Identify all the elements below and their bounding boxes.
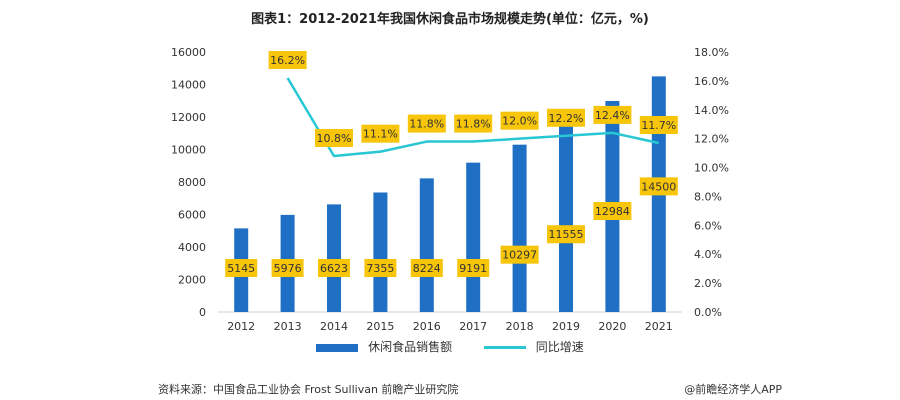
right-tick-label: 4.0% — [694, 248, 722, 261]
bar-label-box — [271, 259, 304, 277]
line-label: 12.2% — [549, 112, 584, 125]
chart-title: 图表1：2012-2021年我国休闲食品市场规模走势(单位：亿元，%) — [251, 12, 649, 27]
left-tick-label: 14000 — [171, 79, 206, 92]
line-label-box — [454, 114, 493, 133]
x-tick-label: 2017 — [459, 320, 487, 333]
right-tick-label: 6.0% — [694, 219, 722, 232]
right-tick-label: 10.0% — [694, 162, 729, 175]
legend-item-bar: 休闲食品销售额 — [316, 338, 452, 355]
bar — [466, 162, 481, 312]
line-label-box — [593, 105, 632, 124]
x-tick-label: 2018 — [506, 320, 534, 333]
x-axis: 2012 2013 2014 2015 2016 2017 2018 2019 2020 2021 — [218, 311, 682, 333]
bar-label: 12984 — [595, 205, 630, 218]
legend-line-label: 同比增速 — [535, 340, 584, 354]
x-tick-label: 2020 — [598, 320, 626, 333]
bar-label: 5145 — [227, 262, 255, 275]
bar-label-box — [318, 259, 350, 277]
bar-label: 5976 — [274, 262, 302, 275]
left-axis: 0 2000 4000 6000 8000 10000 12000 14000 16000 — [171, 46, 206, 319]
bar — [559, 124, 573, 312]
bar-label-box — [500, 245, 539, 264]
bar-label-box — [410, 259, 443, 277]
right-tick-label: 8.0% — [694, 190, 722, 203]
x-tick-label: 2013 — [274, 320, 302, 333]
bar-label: 9191 — [459, 262, 487, 275]
bar-label: 7355 — [366, 262, 394, 275]
bar-label: 14500 — [641, 180, 676, 193]
line-label-box — [407, 114, 446, 133]
right-tick-label: 0.0% — [694, 306, 722, 319]
x-tick-label: 2014 — [320, 320, 348, 333]
left-tick-label: 2000 — [178, 274, 206, 287]
x-tick-label: 2012 — [227, 320, 255, 333]
legend-line-swatch — [483, 346, 526, 349]
legend-bar-swatch — [316, 343, 359, 352]
left-tick-label: 16000 — [171, 46, 206, 59]
line-label: 11.7% — [641, 119, 676, 132]
line-label-box — [639, 116, 678, 134]
bar-label: 8224 — [413, 262, 441, 275]
right-tick-label: 2.0% — [694, 277, 722, 290]
bar-label: 6623 — [320, 262, 348, 275]
x-tick-label: 2019 — [552, 320, 580, 333]
x-tick-label: 2016 — [413, 320, 441, 333]
bar-label-box — [639, 177, 678, 196]
x-tick-label: 2021 — [645, 320, 673, 333]
bar — [512, 144, 527, 312]
credit-note: @前瞻经济学人APP — [684, 383, 782, 396]
left-tick-label: 8000 — [178, 176, 206, 189]
line-label-box — [547, 108, 585, 127]
line-data-labels: 16.2% 10.8% 11.1% 11.8% 11.8% 12.0% 12.2% 12.4%… — [268, 51, 678, 147]
line-label-box — [500, 111, 539, 130]
legend-item-line: 同比增速 — [483, 338, 584, 355]
line-label: 12.4% — [595, 109, 630, 122]
line-label-box — [361, 124, 400, 143]
line-label: 12.0% — [502, 115, 537, 128]
line-label: 10.8% — [317, 132, 352, 145]
left-tick-label: 12000 — [171, 111, 206, 124]
right-axis: 0.0% 2.0% 4.0% 6.0% 8.0% 10.0% 12.0% 14.0% 16.0%… — [694, 46, 729, 319]
bar — [419, 178, 434, 312]
legend-bar-label: 休闲食品销售额 — [368, 340, 453, 354]
left-tick-label: 0 — [199, 306, 206, 319]
bar-label-box — [547, 225, 585, 244]
bar-label-box — [225, 259, 258, 277]
bar-label: 10297 — [502, 249, 537, 262]
x-tick-label: 2015 — [366, 320, 394, 333]
source-note: 资料来源：中国食品工业协会 Frost Sullivan 前瞻产业研究院 — [158, 383, 459, 396]
line-label: 11.8% — [409, 118, 444, 131]
bar-data-labels: 5145 5976 6623 7355 8224 9191 10297 11555 12984 1… — [225, 177, 678, 277]
line-label-box — [268, 51, 307, 69]
line-label-box — [315, 129, 353, 147]
bar — [327, 204, 341, 312]
line-label: 11.1% — [363, 128, 398, 141]
right-tick-label: 18.0% — [694, 46, 729, 59]
left-tick-label: 6000 — [178, 209, 206, 222]
right-tick-label: 12.0% — [694, 133, 729, 146]
line-label: 11.8% — [456, 118, 491, 131]
right-tick-label: 16.0% — [694, 75, 729, 88]
line-label: 16.2% — [270, 54, 305, 67]
bar-label-box — [364, 259, 397, 277]
bar-label: 11555 — [549, 228, 584, 241]
legend: 休闲食品销售额 同比增速 — [0, 338, 900, 355]
growth-line — [286, 77, 660, 158]
line-series — [286, 77, 660, 158]
left-tick-label: 10000 — [171, 144, 206, 157]
bar-label-box — [593, 202, 632, 221]
bar — [373, 192, 388, 312]
left-tick-label: 4000 — [178, 241, 206, 254]
bar-label-box — [457, 259, 490, 277]
right-tick-label: 14.0% — [694, 104, 729, 117]
